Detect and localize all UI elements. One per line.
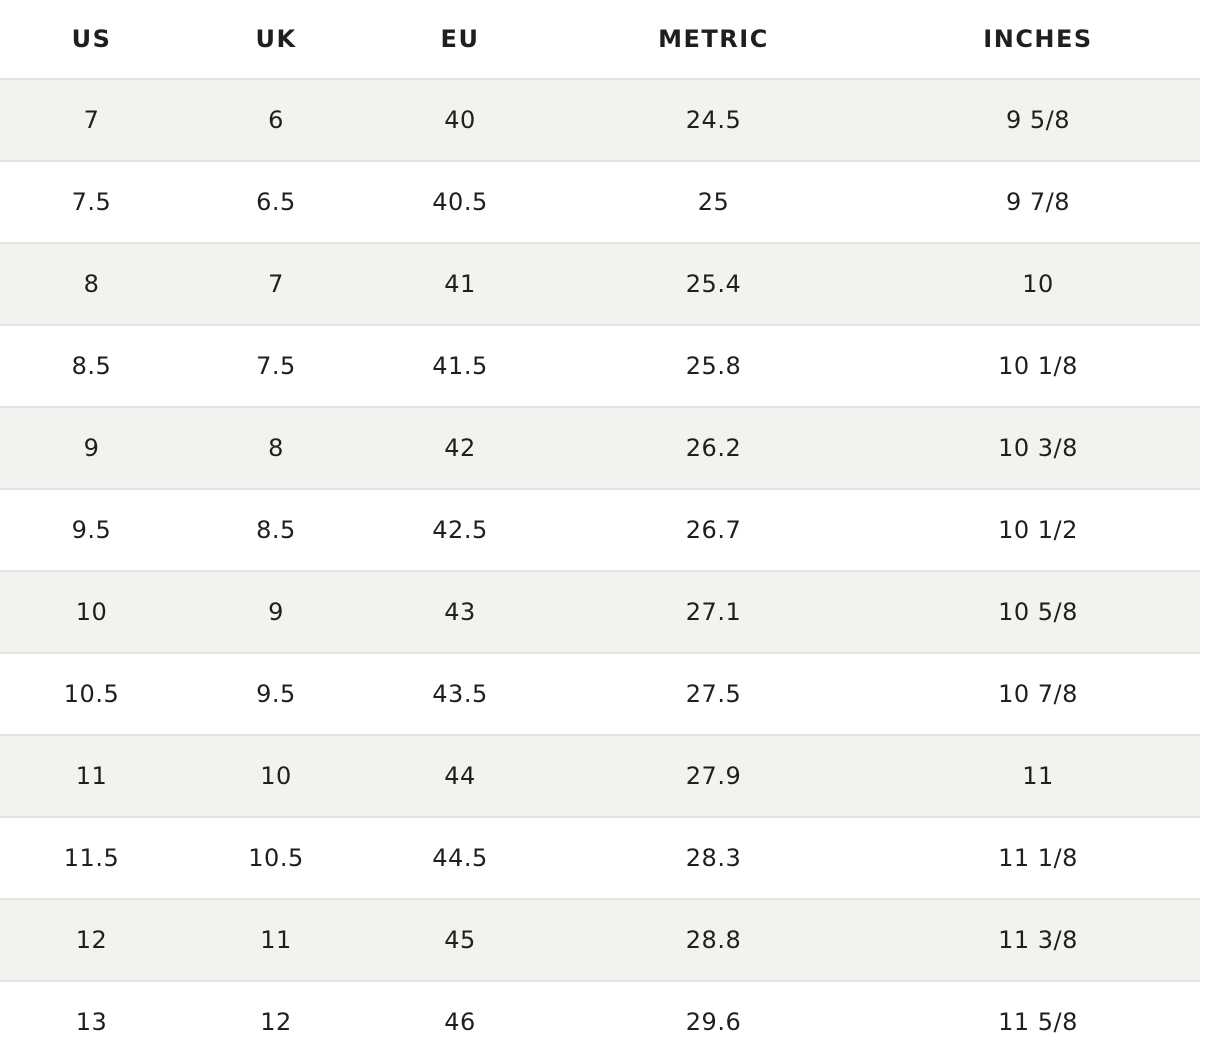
table-row: 8.5 7.5 41.5 25.8 10 1/8 bbox=[0, 325, 1200, 408]
cell-uk: 12 bbox=[183, 981, 369, 1062]
cell-metric: 29.6 bbox=[551, 981, 876, 1062]
cell-inches: 10 3/8 bbox=[876, 407, 1200, 490]
cell-uk: 11 bbox=[183, 899, 369, 982]
cell-inches: 9 5/8 bbox=[876, 79, 1200, 162]
cell-us: 11.5 bbox=[0, 817, 183, 900]
cell-inches: 10 bbox=[876, 243, 1200, 326]
cell-inches: 11 1/8 bbox=[876, 817, 1200, 900]
cell-us: 13 bbox=[0, 981, 183, 1062]
header-inches: INCHES bbox=[876, 0, 1200, 80]
cell-uk: 9.5 bbox=[183, 653, 369, 736]
header-row: US UK EU METRIC INCHES bbox=[0, 0, 1200, 80]
cell-inches: 11 bbox=[876, 735, 1200, 818]
cell-metric: 27.1 bbox=[551, 571, 876, 654]
table-row: 9.5 8.5 42.5 26.7 10 1/2 bbox=[0, 489, 1200, 572]
table-body: 7 6 40 24.5 9 5/8 7.5 6.5 40.5 25 9 7/8 8 7 41 25.4 10… bbox=[0, 79, 1200, 1062]
cell-eu: 45 bbox=[369, 899, 551, 982]
cell-eu: 42.5 bbox=[369, 489, 551, 572]
header-eu: EU bbox=[369, 0, 551, 80]
cell-metric: 25.4 bbox=[551, 243, 876, 326]
cell-eu: 41.5 bbox=[369, 325, 551, 408]
cell-inches: 10 5/8 bbox=[876, 571, 1200, 654]
cell-us: 12 bbox=[0, 899, 183, 982]
cell-inches: 10 1/8 bbox=[876, 325, 1200, 408]
cell-us: 8 bbox=[0, 243, 183, 326]
cell-us: 7.5 bbox=[0, 161, 183, 244]
cell-inches: 10 7/8 bbox=[876, 653, 1200, 736]
cell-uk: 6.5 bbox=[183, 161, 369, 244]
table-row: 8 7 41 25.4 10 bbox=[0, 243, 1200, 326]
cell-uk: 8.5 bbox=[183, 489, 369, 572]
cell-us: 8.5 bbox=[0, 325, 183, 408]
cell-eu: 40 bbox=[369, 79, 551, 162]
cell-uk: 10.5 bbox=[183, 817, 369, 900]
cell-inches: 11 3/8 bbox=[876, 899, 1200, 982]
cell-metric: 28.8 bbox=[551, 899, 876, 982]
table-row: 7.5 6.5 40.5 25 9 7/8 bbox=[0, 161, 1200, 244]
cell-eu: 43 bbox=[369, 571, 551, 654]
cell-inches: 10 1/2 bbox=[876, 489, 1200, 572]
cell-uk: 7.5 bbox=[183, 325, 369, 408]
table-row: 11 10 44 27.9 11 bbox=[0, 735, 1200, 818]
table-row: 12 11 45 28.8 11 3/8 bbox=[0, 899, 1200, 982]
cell-eu: 46 bbox=[369, 981, 551, 1062]
cell-metric: 27.5 bbox=[551, 653, 876, 736]
cell-us: 7 bbox=[0, 79, 183, 162]
cell-metric: 24.5 bbox=[551, 79, 876, 162]
cell-uk: 10 bbox=[183, 735, 369, 818]
cell-eu: 44 bbox=[369, 735, 551, 818]
cell-eu: 41 bbox=[369, 243, 551, 326]
cell-metric: 26.2 bbox=[551, 407, 876, 490]
cell-metric: 25.8 bbox=[551, 325, 876, 408]
cell-inches: 11 5/8 bbox=[876, 981, 1200, 1062]
header-metric: METRIC bbox=[551, 0, 876, 80]
cell-us: 9.5 bbox=[0, 489, 183, 572]
cell-metric: 28.3 bbox=[551, 817, 876, 900]
cell-uk: 9 bbox=[183, 571, 369, 654]
cell-us: 11 bbox=[0, 735, 183, 818]
cell-inches: 9 7/8 bbox=[876, 161, 1200, 244]
header-uk: UK bbox=[183, 0, 369, 80]
cell-metric: 25 bbox=[551, 161, 876, 244]
cell-us: 9 bbox=[0, 407, 183, 490]
cell-metric: 26.7 bbox=[551, 489, 876, 572]
table-row: 7 6 40 24.5 9 5/8 bbox=[0, 79, 1200, 162]
table-row: 10.5 9.5 43.5 27.5 10 7/8 bbox=[0, 653, 1200, 736]
cell-us: 10.5 bbox=[0, 653, 183, 736]
cell-eu: 43.5 bbox=[369, 653, 551, 736]
header-us: US bbox=[0, 0, 183, 80]
cell-eu: 42 bbox=[369, 407, 551, 490]
cell-eu: 40.5 bbox=[369, 161, 551, 244]
cell-eu: 44.5 bbox=[369, 817, 551, 900]
table-header: US UK EU METRIC INCHES bbox=[0, 0, 1200, 80]
table-row: 9 8 42 26.2 10 3/8 bbox=[0, 407, 1200, 490]
table-row: 10 9 43 27.1 10 5/8 bbox=[0, 571, 1200, 654]
cell-uk: 8 bbox=[183, 407, 369, 490]
cell-uk: 6 bbox=[183, 79, 369, 162]
table-row: 11.5 10.5 44.5 28.3 11 1/8 bbox=[0, 817, 1200, 900]
cell-us: 10 bbox=[0, 571, 183, 654]
table-row: 13 12 46 29.6 11 5/8 bbox=[0, 981, 1200, 1062]
cell-metric: 27.9 bbox=[551, 735, 876, 818]
cell-uk: 7 bbox=[183, 243, 369, 326]
